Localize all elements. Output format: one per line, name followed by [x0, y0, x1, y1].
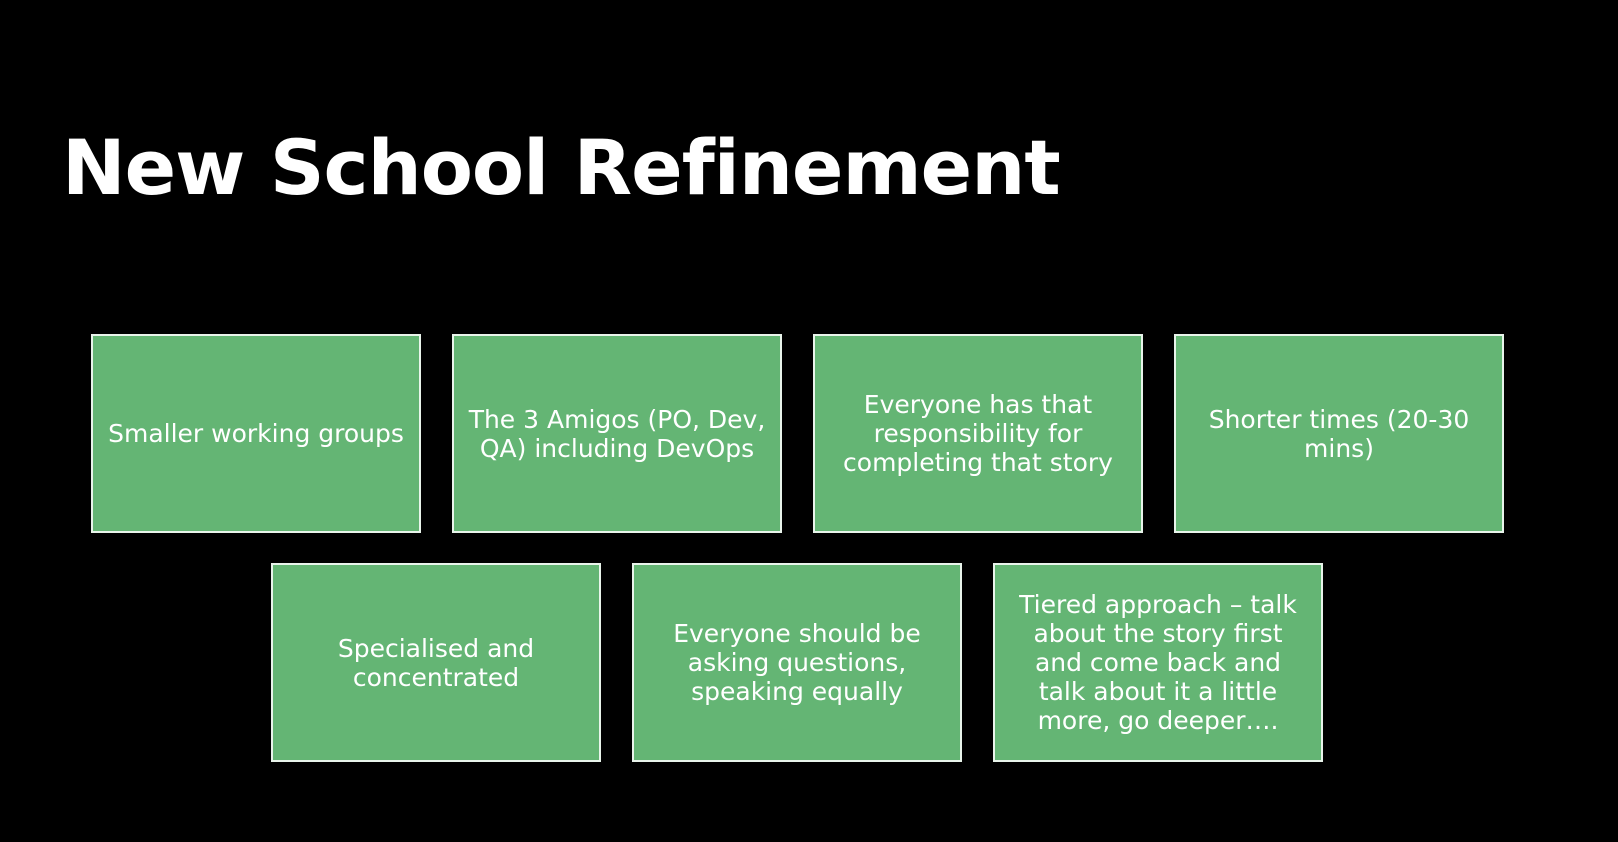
point-text: Shorter times (20-30 mins): [1208, 404, 1470, 463]
point-text: Tiered approach – talk about the story f…: [1019, 590, 1297, 735]
point-text: Everyone has that responsibility for com…: [843, 390, 1113, 477]
point-text: Smaller working groups: [108, 419, 404, 448]
point-box-shared-responsibility: Everyone has that responsibility for com…: [813, 334, 1143, 533]
point-box-tiered-approach: Tiered approach – talk about the story f…: [993, 563, 1323, 762]
point-box-shorter-times: Shorter times (20-30 mins): [1174, 334, 1504, 533]
point-box-specialised: Specialised and concentrated: [271, 563, 601, 762]
point-box-smaller-working-groups: Smaller working groups: [91, 334, 421, 533]
slide-title: New School Refinement: [62, 123, 1061, 212]
point-text: The 3 Amigos (PO, Dev, QA) including Dev…: [468, 404, 766, 463]
point-text: Everyone should be asking questions, spe…: [673, 619, 921, 706]
point-box-three-amigos: The 3 Amigos (PO, Dev, QA) including Dev…: [452, 334, 782, 533]
point-text: Specialised and concentrated: [337, 633, 535, 692]
point-box-asking-questions: Everyone should be asking questions, spe…: [632, 563, 962, 762]
